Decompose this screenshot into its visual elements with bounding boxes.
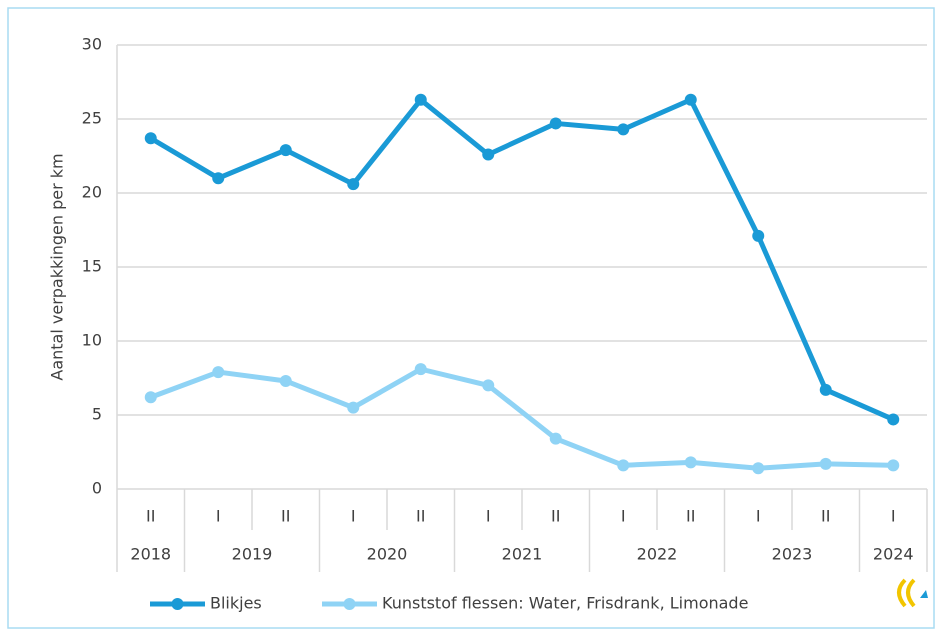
year-label: 2022: [637, 545, 678, 564]
year-label: 2021: [502, 545, 543, 564]
x-tick-label: I: [351, 507, 356, 526]
data-point: [549, 432, 562, 445]
year-label: 2020: [367, 545, 408, 564]
data-point: [482, 379, 495, 392]
x-tick-label: I: [486, 507, 491, 526]
data-point: [819, 383, 832, 396]
y-tick-label: 5: [92, 405, 102, 424]
legend-marker: [343, 598, 356, 610]
legend-marker: [171, 598, 184, 610]
x-tick-label: II: [686, 507, 695, 526]
x-tick-label: I: [621, 507, 626, 526]
x-tick-label: II: [281, 507, 290, 526]
x-tick-label: I: [891, 507, 896, 526]
data-point: [144, 132, 157, 145]
data-point: [819, 457, 832, 470]
year-label: 2018: [130, 545, 171, 564]
data-point: [347, 401, 360, 414]
data-point: [212, 366, 225, 379]
y-axis-label: Aantal verpakkingen per km: [48, 153, 67, 380]
year-label: 2024: [873, 545, 914, 564]
data-point: [752, 462, 765, 475]
y-tick-label: 25: [82, 109, 102, 128]
x-tick-label: II: [821, 507, 830, 526]
series-line: [149, 97, 895, 422]
legend-label: Kunststof flessen: Water, Frisdrank, Lim…: [382, 594, 748, 613]
year-label: 2023: [772, 545, 813, 564]
series-line: [149, 366, 894, 471]
data-point: [414, 93, 427, 106]
y-tick-label: 20: [82, 183, 102, 202]
data-point: [752, 229, 765, 242]
x-tick-label: II: [146, 507, 155, 526]
x-tick-label: I: [216, 507, 221, 526]
x-tick-label: II: [416, 507, 425, 526]
data-point: [144, 391, 157, 404]
y-tick-label: 10: [82, 331, 102, 350]
data-point: [617, 459, 630, 472]
y-tick-label: 30: [82, 35, 102, 54]
data-point: [887, 459, 900, 472]
y-tick-label: 0: [92, 479, 102, 498]
data-point: [482, 148, 495, 161]
data-point: [279, 374, 292, 387]
data-point: [887, 413, 900, 426]
x-tick-label: II: [551, 507, 560, 526]
data-point: [684, 456, 697, 469]
legend-label: Blikjes: [210, 594, 262, 613]
data-point: [347, 178, 360, 191]
year-label: 2019: [232, 545, 273, 564]
logo: [897, 578, 928, 608]
y-tick-label: 15: [82, 257, 102, 276]
data-point: [279, 144, 292, 157]
chart-frame: [7, 7, 935, 629]
data-point: [212, 172, 225, 185]
data-point: [414, 363, 427, 376]
x-tick-label: I: [756, 507, 761, 526]
data-point: [617, 123, 630, 136]
data-point: [684, 93, 697, 106]
data-point: [549, 117, 562, 130]
